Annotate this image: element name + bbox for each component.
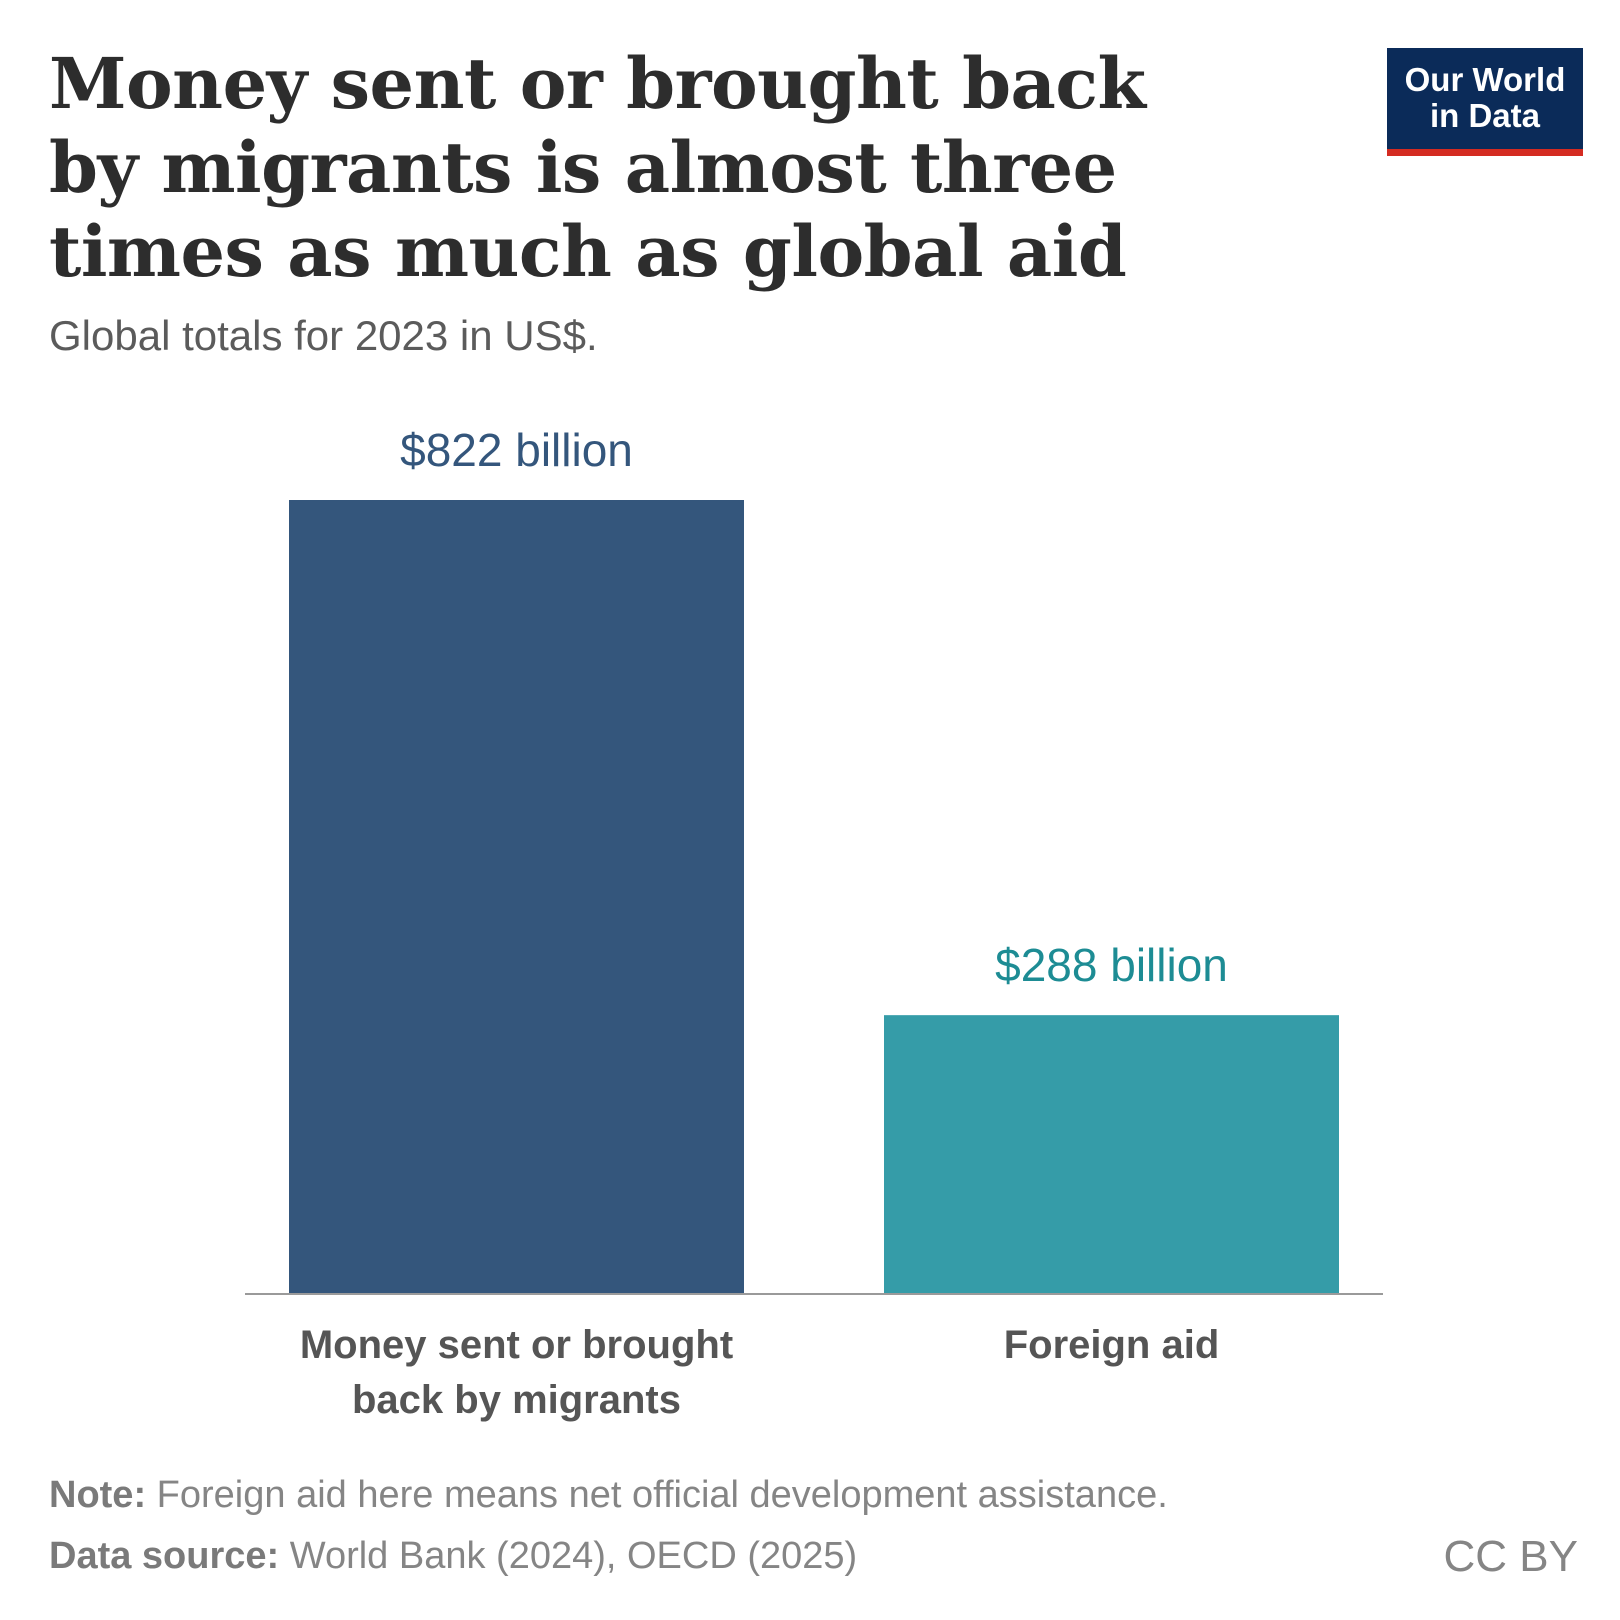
note-text: Foreign aid here means net official deve… [146,1474,1168,1516]
bar-0[interactable] [289,500,744,1293]
data-label-0: $822 billion [400,424,633,476]
data-source[interactable]: Data source: World Bank (2024), OECD (20… [49,1535,857,1578]
source-label: Data source: [49,1535,280,1577]
note-label: Note: [49,1474,147,1516]
source-text: World Bank (2024), OECD (2025) [279,1535,858,1577]
logo-line-2: in Data [1429,97,1541,134]
license-badge[interactable]: CC BY [1443,1532,1578,1581]
bar-chart: $822 billion Money sent or brought back by… [245,424,1383,1422]
category-label-0: Money sent or brought back by migrants [300,1323,733,1422]
chart-subtitle: Global totals for 2023 in US$. [49,312,598,359]
logo-line-1: Our World [1404,61,1566,98]
chart-note: Note: Foreign aid here means net officia… [49,1474,1168,1517]
category-label-1: Foreign aid [1004,1323,1220,1367]
bar-1[interactable] [884,1015,1339,1293]
chart-title: Money sent or brought back by migrants i… [49,42,1146,293]
data-label-1: $288 billion [995,939,1228,991]
owid-logo[interactable]: Our World in Data [1387,48,1583,156]
